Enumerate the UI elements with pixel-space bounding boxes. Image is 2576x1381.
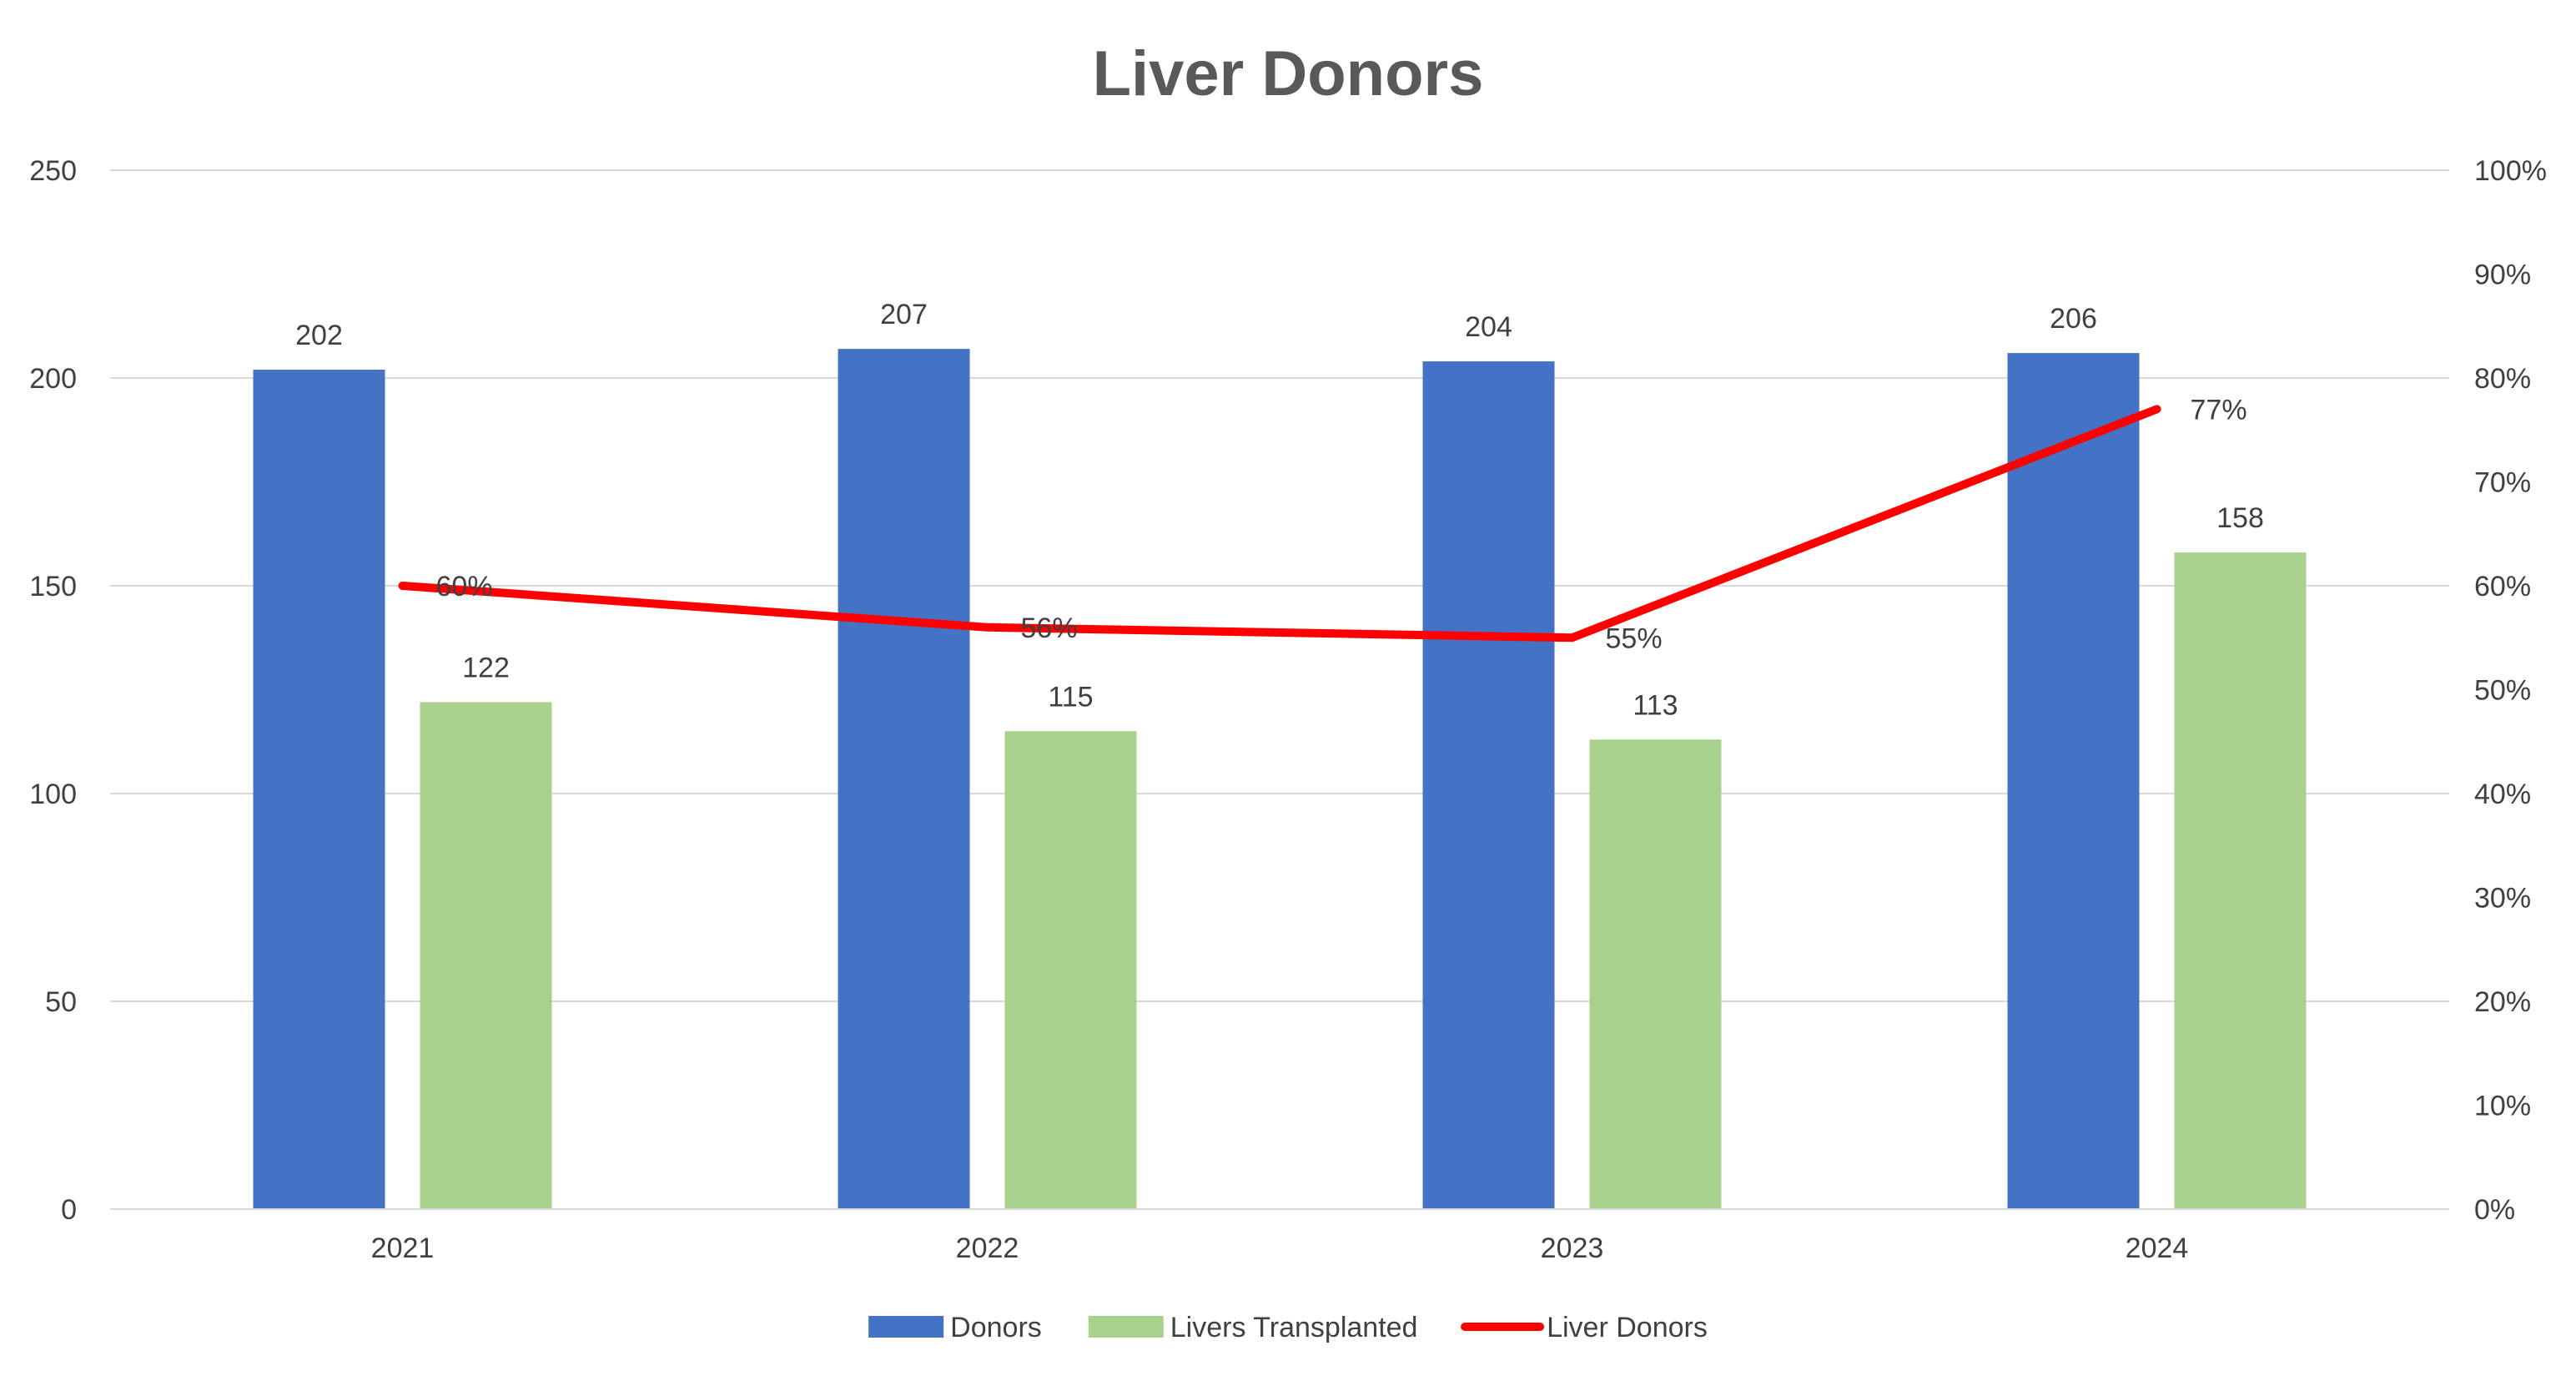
x-tick-label: 2023 xyxy=(1541,1232,1604,1264)
line-point xyxy=(2156,408,2158,410)
x-tick-label: 2024 xyxy=(2126,1232,2189,1264)
legend-item: Livers Transplanted xyxy=(1088,1312,1418,1343)
bar-livers-transplanted xyxy=(1589,739,1722,1209)
bar-donors xyxy=(2007,353,2140,1209)
legend-label: Donors xyxy=(950,1312,1042,1343)
line-point xyxy=(1572,637,1573,638)
bar-data-label: 158 xyxy=(2216,502,2264,534)
bar-data-label: 206 xyxy=(2050,303,2097,335)
legend-label: Liver Donors xyxy=(1547,1312,1708,1343)
y-right-tick-label: 10% xyxy=(2474,1091,2531,1122)
bar-livers-transplanted xyxy=(1004,731,1137,1209)
line-point xyxy=(402,585,404,587)
bar-donors xyxy=(838,349,970,1209)
line-data-label: 56% xyxy=(1021,612,1078,644)
bar-data-label: 207 xyxy=(880,299,928,330)
line-data-label: 77% xyxy=(2191,394,2247,426)
y-right-tick-label: 80% xyxy=(2474,363,2531,395)
line-point xyxy=(987,627,989,628)
y-left-tick-label: 150 xyxy=(29,571,77,602)
legend: Donors Livers Transplanted Liver Donors xyxy=(868,1312,1708,1343)
data-labels: 202 207 204 206 122 115 113 158 60% 56% 55% 77% xyxy=(295,299,2264,721)
bar-data-label: 202 xyxy=(295,320,343,351)
y-left-tick-label: 0 xyxy=(61,1194,77,1226)
y-right-tick-label: 20% xyxy=(2474,986,2531,1018)
bar-data-label: 204 xyxy=(1465,311,1512,343)
chart-title: Liver Donors xyxy=(1093,38,1484,109)
y-left-tick-label: 250 xyxy=(29,155,77,187)
y-right-tick-label: 0% xyxy=(2474,1194,2515,1226)
line-data-label: 60% xyxy=(436,571,493,602)
y-right-tick-label: 40% xyxy=(2474,779,2531,810)
line-liver-donors xyxy=(398,405,2161,643)
y-left-tick-label: 100 xyxy=(29,779,77,810)
bar-livers-transplanted xyxy=(2174,552,2307,1209)
legend-swatch xyxy=(1088,1316,1164,1338)
bar-data-label: 113 xyxy=(1633,689,1678,721)
axes: 0 50 100 150 200 250 0% 10% 20% 30% 40% 50% 60% 70% 80… xyxy=(29,155,2547,1264)
y-left-tick-label: 200 xyxy=(29,363,77,395)
bar-donors xyxy=(1422,361,1555,1210)
bar-livers-transplanted xyxy=(420,702,552,1209)
legend-item: Liver Donors xyxy=(1461,1312,1708,1343)
y-right-tick-label: 30% xyxy=(2474,883,2531,915)
bar-data-label: 115 xyxy=(1048,681,1093,713)
legend-label: Livers Transplanted xyxy=(1170,1312,1418,1343)
legend-swatch xyxy=(868,1316,944,1338)
y-right-tick-label: 70% xyxy=(2474,467,2531,499)
bar-data-label: 122 xyxy=(462,652,510,683)
bars xyxy=(253,349,2307,1210)
x-tick-label: 2022 xyxy=(956,1232,1019,1264)
y-right-tick-label: 100% xyxy=(2474,155,2547,187)
y-left-tick-label: 50 xyxy=(45,986,77,1018)
x-tick-label: 2021 xyxy=(371,1232,435,1264)
bar-donors xyxy=(253,370,385,1209)
line-series xyxy=(398,405,2161,643)
line-data-label: 55% xyxy=(1606,622,1663,654)
y-right-tick-label: 60% xyxy=(2474,571,2531,602)
legend-item: Donors xyxy=(868,1312,1042,1343)
y-right-tick-label: 50% xyxy=(2474,675,2531,707)
y-right-tick-label: 90% xyxy=(2474,260,2531,291)
